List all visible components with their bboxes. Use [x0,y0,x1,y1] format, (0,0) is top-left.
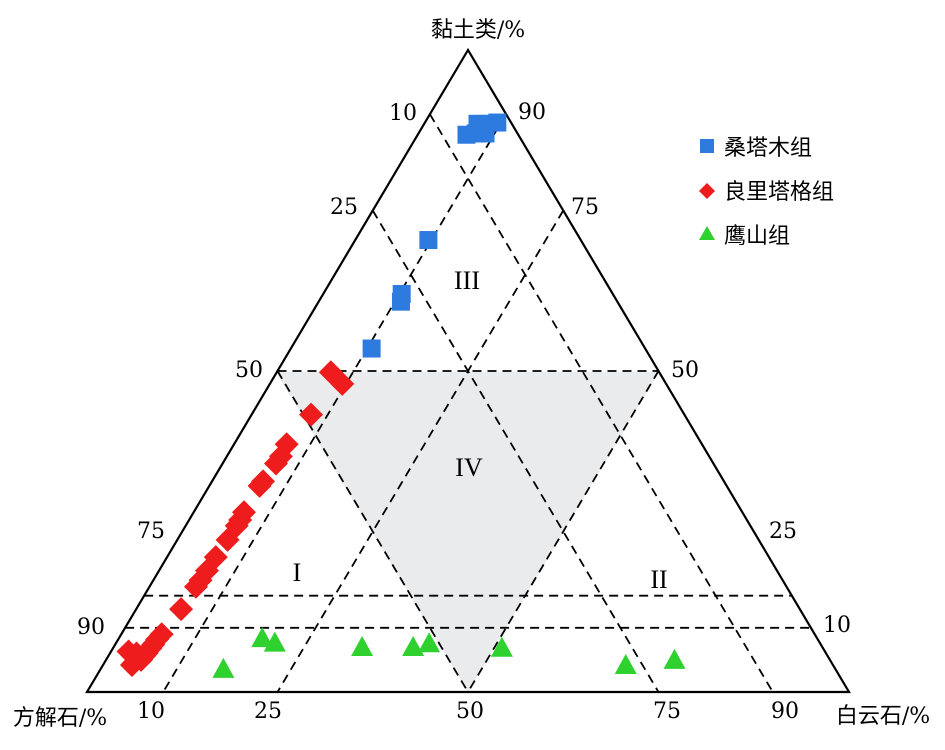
data-point-diamond [215,527,240,552]
right-tick-25: 25 [769,519,797,544]
data-point-diamond [169,597,194,622]
zone-label-ii: II [650,565,667,594]
data-point-triangle [663,648,686,669]
data-point-triangle [212,657,235,678]
left-axis-title: 方解石/% [13,706,107,731]
data-point-square [419,231,438,250]
data-point-diamond [299,402,324,427]
right-tick-90: 90 [518,100,546,125]
data-point-square [392,284,411,303]
legend-marker-santamu [700,139,714,153]
data-point-triangle [614,654,637,675]
zone-label-iv: IV [455,453,483,482]
zone-label-iii: III [454,266,480,295]
left-tick-25: 25 [330,195,358,220]
legend-label-lianglitage: 良里塔格组 [724,180,834,205]
legend-label-yingshan: 鹰山组 [724,224,790,249]
right-axis-title: 白云石/% [836,704,930,729]
right-tick-10: 10 [823,613,851,638]
left-tick-50: 50 [235,358,263,383]
data-point-triangle [263,631,286,652]
left-tick-90: 90 [77,615,105,640]
grid-line [162,113,507,693]
grid-line [276,210,565,693]
data-point-diamond [183,574,208,599]
data-point-triangle [402,636,425,657]
zone-label-i: I [293,558,302,587]
legend-label-santamu: 桑塔木组 [724,136,812,161]
zone-iv-shading [276,372,659,692]
data-point-diamond [116,639,141,664]
right-tick-50: 50 [671,358,699,383]
data-point-triangle [418,632,441,653]
data-point-diamond [247,473,272,498]
left-tick-10: 10 [389,101,417,126]
legend: 桑塔木组 良里塔格组 鹰山组 [699,136,834,249]
data-points [116,113,686,678]
data-point-diamond [263,451,288,476]
data-point-triangle [351,636,374,657]
bottom-tick-10: 10 [137,699,165,724]
top-axis-title: 黏土类/% [431,18,525,43]
legend-marker-yingshan [699,226,715,240]
triangle-border [85,47,851,694]
grid-line [371,210,660,693]
bottom-tick-50: 50 [456,699,484,724]
data-point-diamond [330,371,355,396]
data-point-square [488,113,507,132]
grid-lines [125,113,811,693]
data-point-triangle [251,627,274,648]
legend-marker-lianglitage [699,183,715,199]
bottom-tick-25: 25 [254,699,282,724]
data-point-triangle [490,636,513,657]
left-tick-75: 75 [137,519,165,544]
grid-line [429,113,774,693]
data-point-square [362,339,381,358]
right-tick-75: 75 [571,195,599,220]
grid-line [467,370,660,693]
bottom-tick-75: 75 [653,699,681,724]
bottom-tick-90: 90 [771,699,799,724]
